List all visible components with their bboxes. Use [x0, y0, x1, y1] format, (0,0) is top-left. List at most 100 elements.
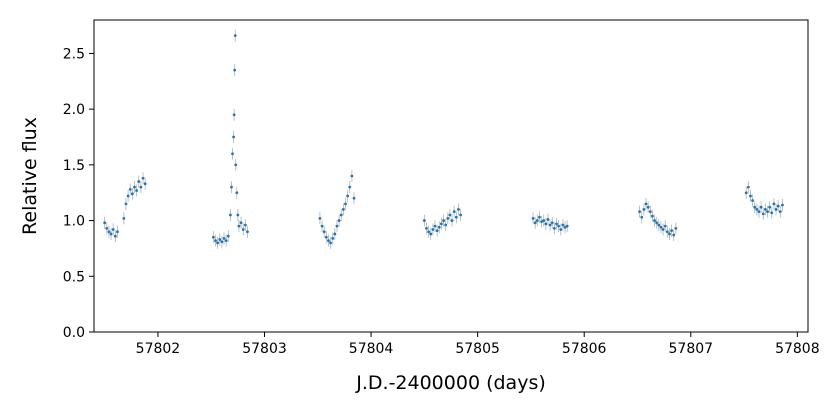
data-point	[233, 34, 237, 37]
data-point	[350, 174, 354, 178]
data-point	[655, 221, 659, 225]
x-tick-label: 57808	[775, 341, 820, 357]
data-point	[128, 187, 132, 191]
data-point	[333, 232, 337, 236]
data-point	[329, 241, 332, 245]
data-point	[774, 208, 778, 211]
data-point	[644, 202, 648, 206]
data-point	[105, 226, 109, 230]
data-point	[663, 224, 667, 228]
data-point	[137, 180, 141, 183]
data-point	[642, 208, 646, 211]
y-axis-ticks: 0.0 0.5 1.0 1.5 2.0 2.5	[63, 46, 94, 341]
data-point	[232, 113, 236, 117]
data-point	[320, 224, 324, 228]
data-point	[749, 194, 752, 198]
data-point	[761, 212, 765, 216]
data-point	[231, 152, 234, 156]
data-point	[103, 221, 107, 225]
data-point	[446, 216, 450, 220]
data-point	[234, 163, 238, 167]
data-point	[535, 219, 539, 222]
data-point	[324, 235, 328, 239]
data-point	[243, 223, 247, 227]
data-point	[770, 211, 774, 215]
plot-frame	[93, 19, 809, 333]
data-point	[214, 239, 217, 243]
data-point	[744, 191, 748, 195]
data-point	[672, 233, 676, 237]
data-point	[433, 224, 437, 228]
data-point	[552, 226, 556, 230]
data-point	[442, 219, 445, 222]
y-tick-label: 2.0	[63, 102, 85, 118]
data-point	[124, 202, 128, 206]
data-point	[422, 219, 426, 222]
data-point	[339, 213, 343, 217]
data-point	[130, 192, 134, 196]
data-point	[233, 68, 237, 72]
data-point	[139, 185, 143, 189]
data-point	[640, 215, 644, 219]
data-point	[346, 194, 350, 198]
data-point	[755, 208, 759, 211]
x-tick-label: 57807	[669, 341, 714, 357]
data-point	[776, 204, 780, 208]
data-point	[427, 230, 431, 234]
data-point	[546, 218, 550, 221]
data-point	[540, 220, 543, 224]
data-point	[653, 219, 656, 222]
data-point	[440, 222, 443, 226]
data-point	[341, 208, 345, 211]
data-point	[220, 240, 224, 244]
data-point	[452, 210, 456, 214]
data-point	[135, 189, 139, 192]
data-point	[459, 213, 462, 217]
x-tick-label: 57803	[242, 341, 287, 357]
error-bars	[104, 29, 783, 249]
data-point	[235, 191, 239, 195]
data-point	[448, 213, 452, 217]
data-point	[766, 210, 769, 214]
data-point	[331, 237, 335, 240]
data-point	[133, 185, 136, 189]
data-point	[143, 182, 147, 186]
x-tick-label: 57806	[562, 341, 607, 357]
data-point	[533, 221, 537, 225]
data-point	[751, 199, 754, 202]
data-point	[211, 235, 215, 239]
data-point	[548, 223, 552, 227]
data-point	[237, 224, 241, 228]
data-point	[218, 238, 222, 241]
data-point	[425, 226, 428, 230]
data-point	[322, 230, 326, 234]
data-point	[111, 228, 115, 231]
data-point	[246, 230, 249, 234]
data-point	[216, 241, 220, 245]
data-point	[659, 225, 663, 229]
x-axis-ticks: 57802 57803 57804 57805 57806 57807 57808	[136, 332, 820, 357]
data-point	[437, 225, 441, 229]
data-point	[352, 196, 356, 200]
data-point	[674, 226, 678, 230]
data-point	[763, 208, 767, 211]
data-point	[337, 219, 341, 222]
data-point	[550, 221, 554, 225]
data-point	[638, 210, 642, 214]
data-point	[768, 205, 772, 209]
data-point	[435, 229, 439, 233]
data-point	[232, 135, 236, 139]
data-point	[327, 239, 330, 243]
data-point	[753, 205, 757, 209]
data-point	[646, 205, 650, 209]
data-point	[122, 216, 126, 220]
x-axis-label: J.D.-2400000 (days)	[355, 372, 546, 394]
data-point	[661, 228, 665, 231]
data-point	[544, 222, 548, 226]
data-point	[668, 232, 671, 236]
data-point	[226, 234, 230, 238]
data-point	[559, 228, 563, 231]
data-point	[239, 221, 243, 225]
data-point	[444, 223, 448, 227]
y-tick-label: 1.0	[63, 214, 85, 230]
